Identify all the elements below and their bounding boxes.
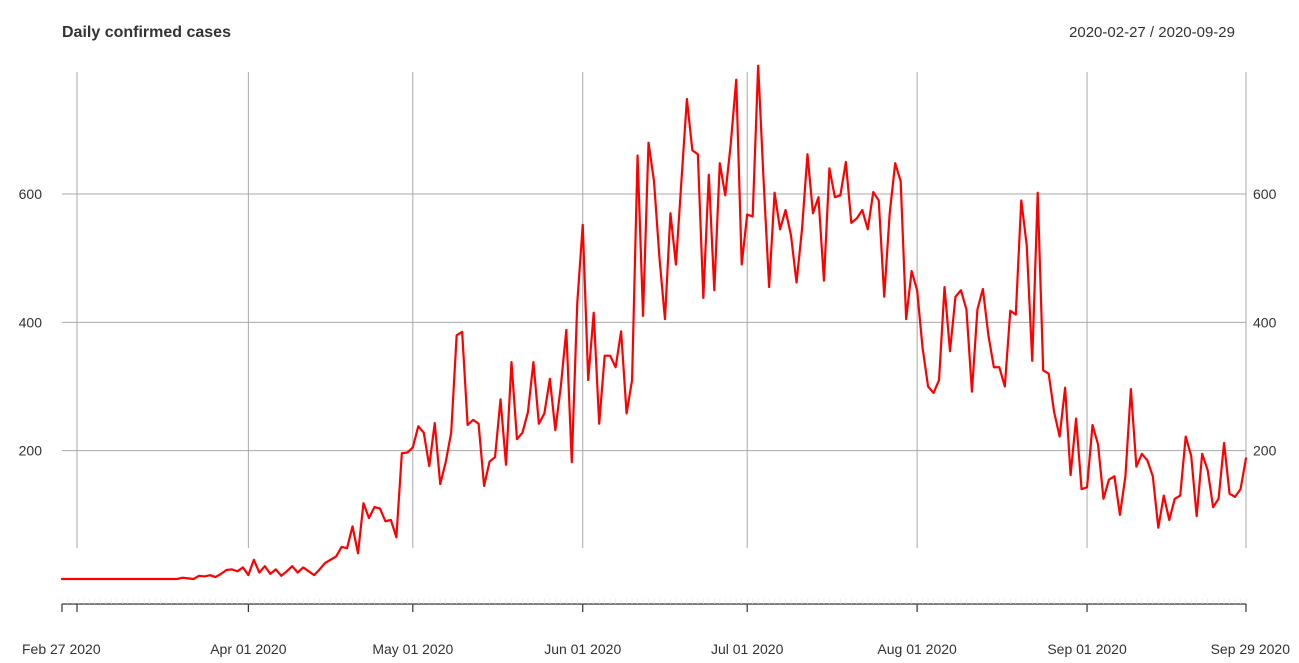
x-tick-label: Jun 01 2020 xyxy=(544,641,621,657)
x-tick-label: Jul 01 2020 xyxy=(711,641,784,657)
x-tick-label: Aug 01 2020 xyxy=(877,641,957,657)
x-tick-label: Apr 01 2020 xyxy=(210,641,286,657)
grid xyxy=(62,72,1247,548)
y-tick-label-left: 600 xyxy=(19,186,43,202)
y-tick-label-right: 400 xyxy=(1253,314,1277,330)
y-tick-label-left: 400 xyxy=(19,314,43,330)
x-axis: Feb 27 2020 Apr 01 2020 May 01 2020 Jun 01 … xyxy=(22,599,1290,657)
series-line xyxy=(60,64,1248,581)
chart-title: Daily confirmed cases xyxy=(62,24,231,41)
y-tick-label-left: 200 xyxy=(19,443,43,459)
x-tick-label: May 01 2020 xyxy=(372,641,453,657)
x-tick-label: Feb 27 2020 xyxy=(22,641,101,657)
x-tick-label: Sep 29 2020 xyxy=(1211,641,1291,657)
x-tick-label: Sep 01 2020 xyxy=(1047,641,1127,657)
y-tick-label-right: 600 xyxy=(1253,186,1277,202)
y-tick-label-right: 200 xyxy=(1253,443,1277,459)
series-layer xyxy=(60,64,1248,581)
y-axis-ticks: 200 200 400 400 600 600 xyxy=(19,186,1277,459)
date-range-label: 2020-02-27 / 2020-09-29 xyxy=(1069,24,1235,41)
